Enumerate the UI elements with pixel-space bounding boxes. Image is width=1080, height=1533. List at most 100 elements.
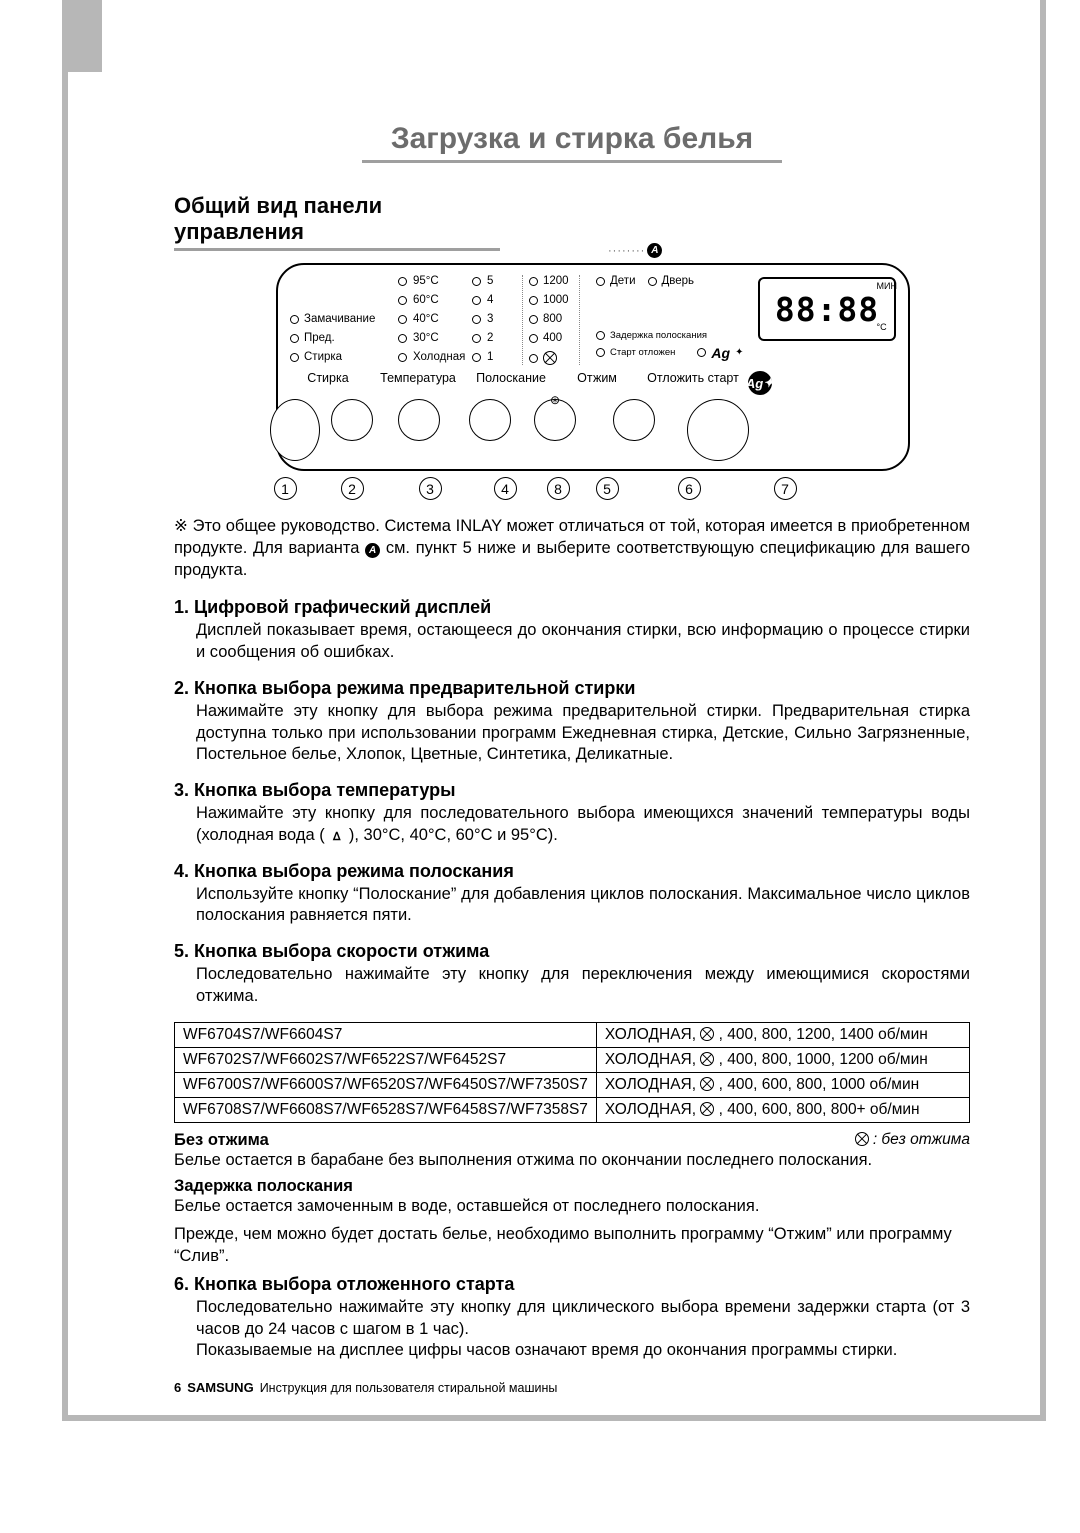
subheading: Задержка полоскания	[174, 1177, 970, 1196]
callout-num: 8	[547, 477, 570, 500]
rinse-column: 5 4 3 2 1	[472, 275, 506, 365]
list-item: 6. Кнопка выбора отложенного старта Посл…	[174, 1274, 970, 1362]
digital-display: 88:88 МИН °C	[758, 277, 896, 341]
brand-name: SAMSUNG	[187, 1380, 253, 1395]
no-spin-legend: : без отжима	[855, 1131, 970, 1149]
knob-label: Стирка	[286, 371, 370, 395]
spin-speed-table: WF6704S7/WF6604S7 ХОЛОДНАЯ, , 400, 800, …	[174, 1022, 970, 1123]
temperature-column: 95°C 60°C 40°C 30°C Холодная	[398, 275, 456, 365]
knob-labels-row: Стирка Температура Полоскание Отжим Отло…	[286, 371, 896, 395]
a-badge-icon: A	[647, 243, 662, 258]
opt-label: Старт отложен	[610, 348, 675, 358]
table-cell: ХОЛОДНАЯ, , 400, 600, 800, 1000 об/мин	[596, 1072, 969, 1097]
sub-body: Белье остается замоченным в воде, оставш…	[174, 1196, 970, 1218]
power-knob	[270, 399, 320, 461]
item-heading: 1. Цифровой графический дисплей	[174, 597, 970, 618]
callout-num: 1	[274, 477, 297, 500]
delay-knob	[613, 399, 655, 441]
footer-text: Инструкция для пользователя стиральной м…	[260, 1381, 558, 1395]
no-spin-icon	[700, 1077, 714, 1091]
page-number: 6	[174, 1380, 181, 1395]
item-heading: 4. Кнопка выбора режима полоскания	[174, 861, 970, 882]
knobs-row: ⊛	[270, 399, 896, 461]
unit-label: МИН	[877, 281, 897, 291]
opt-label: Дети	[610, 275, 636, 287]
table-cell: WF6708S7/WF6608S7/WF6528S7/WF6458S7/WF73…	[175, 1097, 597, 1122]
opt-label: 3	[487, 313, 493, 325]
cold-water-icon: ⵠ	[329, 830, 344, 844]
item-heading: 3. Кнопка выбора температуры	[174, 780, 970, 801]
temp-knob	[398, 399, 440, 441]
prewash-column: x x Замачивание Пред. Стирка	[290, 275, 382, 365]
sub-body: Прежде, чем можно будет достать белье, н…	[174, 1224, 970, 1268]
callout-num: 3	[419, 477, 442, 500]
page-title: Загрузка и стирка белья	[362, 122, 782, 163]
opt-label: 1000	[543, 294, 569, 306]
right-column: Дети Дверь Задержка полоскания Старт отл…	[596, 275, 896, 365]
table-cell: ХОЛОДНАЯ, , 400, 800, 1200, 1400 об/мин	[596, 1022, 969, 1047]
subheading: Без отжима	[174, 1131, 970, 1150]
rinse-knob	[469, 399, 511, 441]
page-frame: Загрузка и стирка белья Общий вид панели…	[62, 0, 1046, 1421]
opt-label: 2	[487, 332, 493, 344]
opt-label: 95°C	[413, 275, 439, 287]
list-item: 2. Кнопка выбора режима предварительной …	[174, 678, 970, 766]
numbered-list: 1. Цифровой графический дисплей Дисплей …	[174, 597, 970, 1007]
ag-badge-icon: Ag✦	[748, 371, 772, 395]
callout-numbers-row: 1 2 3 4 8 5 6 7	[256, 477, 970, 500]
list-item: 4. Кнопка выбора режима полоскания Испол…	[174, 861, 970, 928]
start-knob	[687, 399, 749, 461]
list-item: 5. Кнопка выбора скорости отжима Последо…	[174, 941, 970, 1008]
unit-label: °C	[877, 322, 897, 332]
no-spin-icon	[700, 1027, 714, 1041]
opt-label: Задержка полоскания	[610, 331, 707, 341]
item-body: Показываемые на дисплее цифры часов озна…	[196, 1340, 970, 1362]
gray-corner-tab	[62, 0, 102, 72]
no-spin-icon	[543, 351, 557, 365]
table-cell: ХОЛОДНАЯ, , 400, 600, 800, 800+ об/мин	[596, 1097, 969, 1122]
general-note: ※ Это общее руководство. Система INLAY м…	[174, 516, 970, 581]
item-body: Дисплей показывает время, остающееся до …	[196, 620, 970, 664]
numbered-list-cont: 6. Кнопка выбора отложенного старта Посл…	[174, 1274, 970, 1362]
table-row: WF6704S7/WF6604S7 ХОЛОДНАЯ, , 400, 800, …	[175, 1022, 970, 1047]
item-body: Нажимайте эту кнопку для выбора режима п…	[196, 701, 970, 766]
control-panel-diagram: A x x Замачивание Пред. Стирка 95°C 60°C…	[174, 263, 970, 500]
table-cell: WF6702S7/WF6602S7/WF6522S7/WF6452S7	[175, 1047, 597, 1072]
spin-column: 1200 1000 800 400	[522, 275, 580, 365]
opt-label: 800	[543, 313, 562, 325]
list-item: 3. Кнопка выбора температуры Нажимайте э…	[174, 780, 970, 847]
item-heading: 5. Кнопка выбора скорости отжима	[174, 941, 970, 962]
opt-label: 1200	[543, 275, 569, 287]
knob-label: Температура	[370, 371, 466, 395]
table-row: WF6700S7/WF6600S7/WF6520S7/WF6450S7/WF73…	[175, 1072, 970, 1097]
item-body: Последовательно нажимайте эту кнопку для…	[196, 1297, 970, 1341]
opt-label: 60°C	[413, 294, 439, 306]
opt-label: Пред.	[304, 332, 335, 344]
table-cell: WF6700S7/WF6600S7/WF6520S7/WF6450S7/WF73…	[175, 1072, 597, 1097]
a-callout: A	[608, 243, 662, 258]
table-cell: WF6704S7/WF6604S7	[175, 1022, 597, 1047]
item-body: Нажимайте эту кнопку для последовательно…	[196, 803, 970, 847]
item-body: Используйте кнопку “Полоскание” для доба…	[196, 884, 970, 928]
table-row: WF6702S7/WF6602S7/WF6522S7/WF6452S7 ХОЛО…	[175, 1047, 970, 1072]
opt-label: 1	[487, 351, 493, 363]
page-footer: 6 SAMSUNG Инструкция для пользователя ст…	[174, 1380, 970, 1395]
a-badge-icon: A	[365, 543, 380, 558]
opt-label: 4	[487, 294, 493, 306]
prewash-knob	[331, 399, 373, 441]
no-spin-icon	[855, 1132, 869, 1146]
opt-label: Стирка	[304, 351, 342, 363]
opt-label: 40°C	[413, 313, 439, 325]
item-heading: 2. Кнопка выбора режима предварительной …	[174, 678, 970, 699]
knob-label: Отложить старт	[638, 371, 748, 395]
opt-label: 5	[487, 275, 493, 287]
opt-label: 30°C	[413, 332, 439, 344]
callout-num: 7	[774, 477, 797, 500]
item-heading: 6. Кнопка выбора отложенного старта	[174, 1274, 970, 1295]
callout-num: 6	[678, 477, 701, 500]
sub-body: Белье остается в барабане без выполнения…	[174, 1150, 970, 1172]
opt-label: 400	[543, 332, 562, 344]
opt-label: Холодная	[413, 351, 465, 363]
section-heading: Общий вид панели управления	[174, 193, 500, 251]
knob-label: Полоскание	[466, 371, 556, 395]
